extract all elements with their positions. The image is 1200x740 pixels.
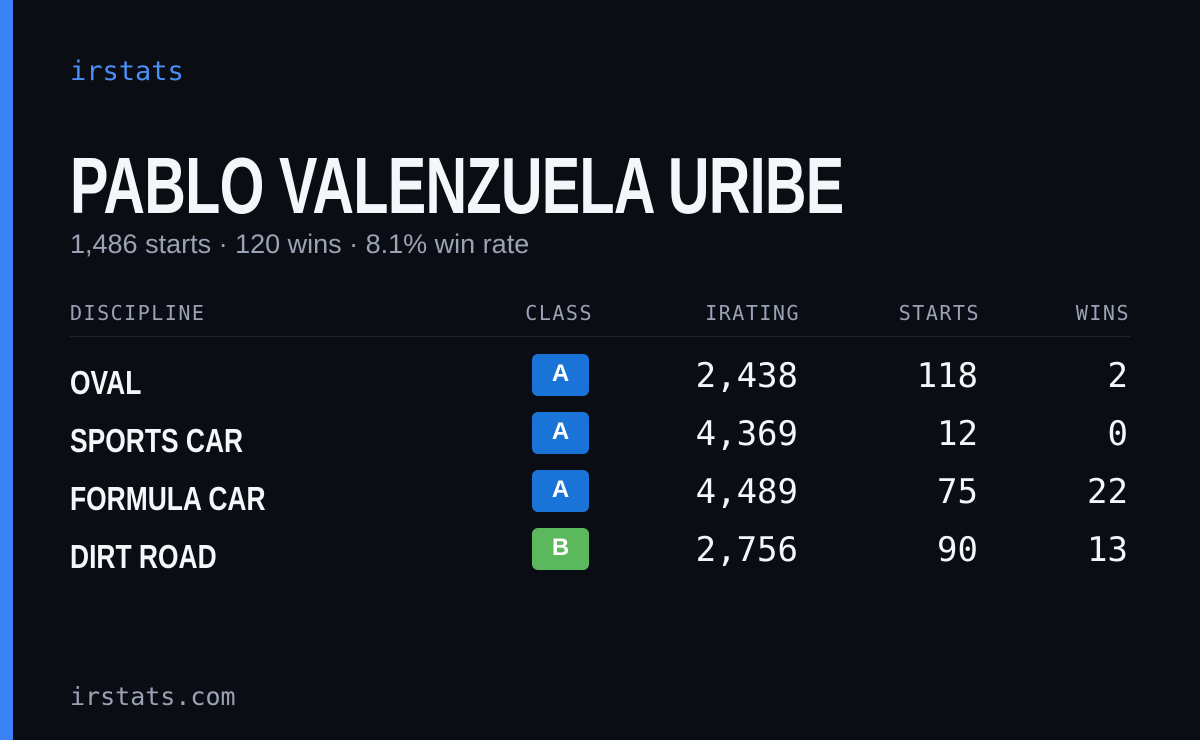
discipline: FORMULA CAR bbox=[70, 480, 266, 517]
wins-value: 2 bbox=[1107, 356, 1128, 396]
irating-value: 2,756 bbox=[695, 530, 798, 570]
irating-value: 2,438 bbox=[695, 356, 798, 396]
irating-value: 4,489 bbox=[695, 472, 798, 512]
wins-value: 13 bbox=[1087, 530, 1128, 570]
column-header: IRATING bbox=[705, 301, 800, 325]
class-badge: A bbox=[532, 470, 589, 512]
starts-value: 90 bbox=[937, 530, 978, 570]
column-header: CLASS bbox=[525, 301, 593, 325]
class-badge: A bbox=[532, 354, 589, 396]
wins-value: 22 bbox=[1087, 472, 1128, 512]
footer: irstats.com bbox=[70, 682, 236, 711]
discipline: DIRT ROAD bbox=[70, 538, 217, 575]
column-header: STARTS bbox=[898, 301, 980, 325]
starts-value: 75 bbox=[937, 472, 978, 512]
discipline: SPORTS CAR bbox=[70, 422, 244, 459]
header-rule bbox=[70, 336, 1130, 337]
driver-name: PABLO VALENZUELA URIBE bbox=[70, 141, 844, 230]
irating-value: 4,369 bbox=[695, 414, 798, 454]
starts-value: 118 bbox=[916, 356, 978, 396]
column-header: DISCIPLINE bbox=[70, 301, 206, 325]
class-badge: A bbox=[532, 412, 589, 454]
column-header: WINS bbox=[1075, 301, 1130, 325]
accent-bar bbox=[0, 0, 13, 740]
wins-value: 0 bbox=[1107, 414, 1128, 454]
starts-value: 12 bbox=[937, 414, 978, 454]
discipline: OVAL bbox=[70, 364, 142, 401]
brand: irstats bbox=[70, 56, 184, 87]
class-badge: B bbox=[532, 528, 589, 570]
summary: 1,486 starts · 120 wins · 8.1% win rate bbox=[70, 229, 530, 259]
